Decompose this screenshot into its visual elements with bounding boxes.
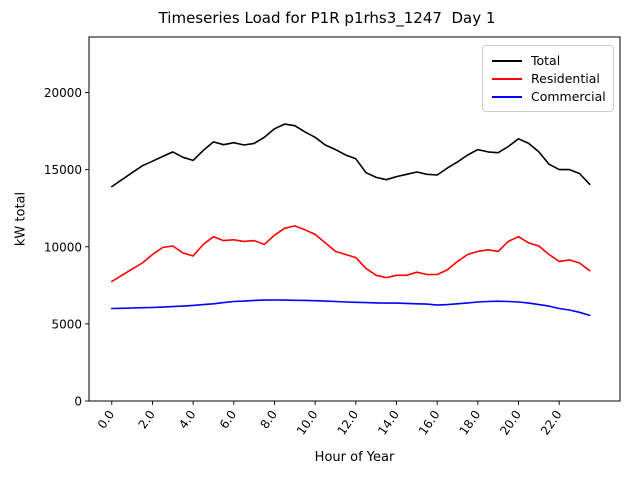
series-line-residential	[111, 225, 591, 283]
x-tick-label: 4.0	[176, 408, 198, 432]
y-tick-label: 10000	[44, 240, 82, 254]
legend-entry-total: Total	[492, 53, 605, 68]
legend: Total Residential Commercial	[482, 45, 614, 112]
legend-entry-commercial: Commercial	[492, 89, 606, 104]
x-tick-label: 0.0	[95, 408, 117, 432]
x-tick-label: 18.0	[457, 408, 484, 438]
x-tick-label: 10.0	[294, 408, 321, 438]
series-line-commercial	[111, 299, 591, 317]
y-tick-label: 0	[74, 395, 82, 409]
x-tick-label: 6.0	[217, 408, 239, 432]
x-tick-label: 20.0	[497, 408, 524, 438]
x-tick-label: 2.0	[135, 408, 157, 432]
x-tick-label: 12.0	[334, 408, 361, 438]
legend-line-sample-commercial	[492, 95, 522, 98]
chart-title: Timeseries Load for P1R p1rhs3_1247 Day …	[158, 9, 496, 27]
series-line-total	[111, 123, 591, 188]
legend-line-sample-residential	[492, 77, 522, 80]
legend-line-sample-total	[492, 59, 522, 62]
x-tick-label: 22.0	[538, 408, 565, 438]
y-tick-label: 15000	[44, 163, 82, 177]
x-tick-label: 8.0	[258, 408, 280, 432]
axes-frame	[88, 36, 621, 402]
y-tick-label: 5000	[51, 317, 82, 331]
x-tick-label: 16.0	[416, 408, 443, 438]
y-tick-label: 20000	[44, 86, 82, 100]
legend-label-commercial: Commercial	[531, 89, 606, 104]
legend-label-total: Total	[531, 53, 561, 68]
legend-entry-residential: Residential	[492, 71, 605, 86]
x-axis-label: Hour of Year	[314, 450, 395, 465]
legend-label-residential: Residential	[531, 71, 600, 86]
x-tick-label: 14.0	[375, 408, 402, 438]
